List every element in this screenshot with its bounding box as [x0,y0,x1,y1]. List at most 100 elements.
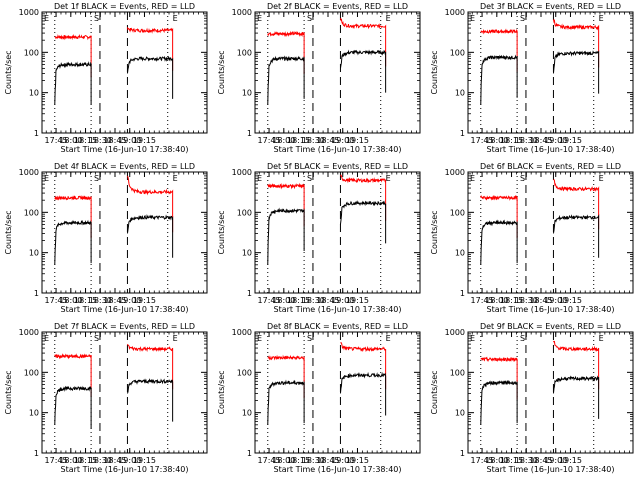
x-axis-label: Start Time (16-Jun-10 17:38:40) [487,145,615,154]
x-tick-label: 19:15 [346,456,369,465]
x-tick-label: 18:00 [59,296,82,305]
x-tick-label: 18:00 [485,456,508,465]
y-tick-label: 100 [24,48,39,57]
y-tick-label: 1000 [445,168,465,177]
y-axis-label: Counts/sec [217,50,226,94]
x-tick-label: 18:30 [302,136,325,145]
plot-frame [254,331,421,454]
y-tick-label: 1 [34,449,39,458]
y-tick-label: 10 [242,249,252,258]
detector-panel: Det 9f BLACK = Events, RED = LLD Counts/s… [430,322,634,474]
event-marker: E [470,334,475,343]
x-axis-label: Start Time (16-Jun-10 17:38:40) [61,305,189,314]
events-series-line [480,50,600,105]
x-tick-label: 18:45 [529,136,552,145]
y-tick-label: 100 [237,48,252,57]
x-tick-label: 18:30 [89,456,112,465]
x-tick-label: 18:30 [515,456,538,465]
x-tick-label: 18:45 [103,456,126,465]
panel-title: Det 7f BLACK = Events, RED = LLD [54,322,195,331]
y-tick-label: 1 [34,129,39,138]
panel-title: Det 8f BLACK = Events, RED = LLD [267,322,408,331]
y-tick-label: 10 [29,409,39,418]
x-axis-label: Start Time (16-Jun-10 17:38:40) [274,145,402,154]
lld-series-line [267,18,387,75]
event-marker: E [386,174,391,183]
y-tick-label: 10 [455,409,465,418]
event-marker: E [386,334,391,343]
x-tick-label: 18:45 [103,136,126,145]
x-tick-label: 18:15 [500,456,523,465]
detector-panel: Det 7f BLACK = Events, RED = LLD Counts/s… [4,322,208,474]
x-tick-label: 18:15 [74,296,97,305]
x-tick-label: 18:00 [59,136,82,145]
x-axis-label: Start Time (16-Jun-10 17:38:40) [274,305,402,314]
event-marker: S [307,174,312,183]
y-tick-label: 1000 [19,328,39,337]
event-marker: S [307,334,312,343]
event-marker: E [599,334,604,343]
event-marker: E [173,174,178,183]
x-tick-label: 18:45 [316,296,339,305]
event-marker: E [257,334,262,343]
y-axis-label: Counts/sec [430,50,439,94]
event-marker: E [44,14,49,23]
lld-series-line [480,340,600,400]
y-axis-label: Counts/sec [430,370,439,414]
plot-frame [41,11,208,134]
event-marker: E [599,14,604,23]
y-tick-label: 100 [24,368,39,377]
y-tick-label: 1000 [232,168,252,177]
event-marker: S [94,174,99,183]
x-tick-label: 18:30 [302,456,325,465]
x-tick-label: 18:00 [272,136,295,145]
x-tick-label: 18:30 [89,136,112,145]
panel-title: Det 5f BLACK = Events, RED = LLD [267,162,408,171]
x-tick-label: 19:15 [559,136,582,145]
events-series-line [54,55,174,105]
lld-series-line [267,174,387,227]
y-tick-label: 1000 [232,328,252,337]
panel-title: Det 4f BLACK = Events, RED = LLD [54,162,195,171]
x-tick-label: 19:15 [346,136,369,145]
x-tick-label: 17:45 [258,296,281,305]
x-tick-label: 17:45 [45,296,68,305]
x-axis-label: Start Time (16-Jun-10 17:38:40) [61,145,189,154]
event-marker: E [44,334,49,343]
panel-title: Det 2f BLACK = Events, RED = LLD [267,2,408,11]
x-tick-label: 17:45 [45,456,68,465]
x-tick-label: 18:15 [287,136,310,145]
x-axis-label: Start Time (16-Jun-10 17:38:40) [487,305,615,314]
x-tick-label: 18:45 [103,296,126,305]
x-axis-label: Start Time (16-Jun-10 17:38:40) [274,465,402,474]
event-marker: S [94,14,99,23]
x-tick-label: 19:15 [133,296,156,305]
x-tick-label: 17:45 [471,296,494,305]
x-tick-label: 18:15 [500,296,523,305]
y-tick-label: 1000 [19,8,39,17]
plot-frame [41,171,208,294]
event-marker: E [599,174,604,183]
x-tick-label: 19:00 [331,456,354,465]
x-tick-label: 17:45 [471,136,494,145]
x-tick-label: 18:45 [529,456,552,465]
y-tick-label: 1000 [445,8,465,17]
panel-title: Det 3f BLACK = Events, RED = LLD [480,2,621,11]
events-series-line [54,378,174,429]
lld-series-line [54,27,174,78]
x-tick-label: 18:00 [272,456,295,465]
x-tick-label: 19:00 [544,136,567,145]
plot-frame [254,11,421,134]
plot-frame [41,331,208,454]
x-tick-label: 18:15 [500,136,523,145]
y-tick-label: 10 [29,89,39,98]
event-marker: E [257,174,262,183]
x-tick-label: 19:00 [331,296,354,305]
y-tick-label: 1 [460,129,465,138]
event-marker: E [173,14,178,23]
plot-frame [467,171,634,294]
detector-panel: Det 3f BLACK = Events, RED = LLD Counts/s… [430,2,634,154]
x-tick-label: 18:00 [485,296,508,305]
x-tick-label: 18:00 [272,296,295,305]
